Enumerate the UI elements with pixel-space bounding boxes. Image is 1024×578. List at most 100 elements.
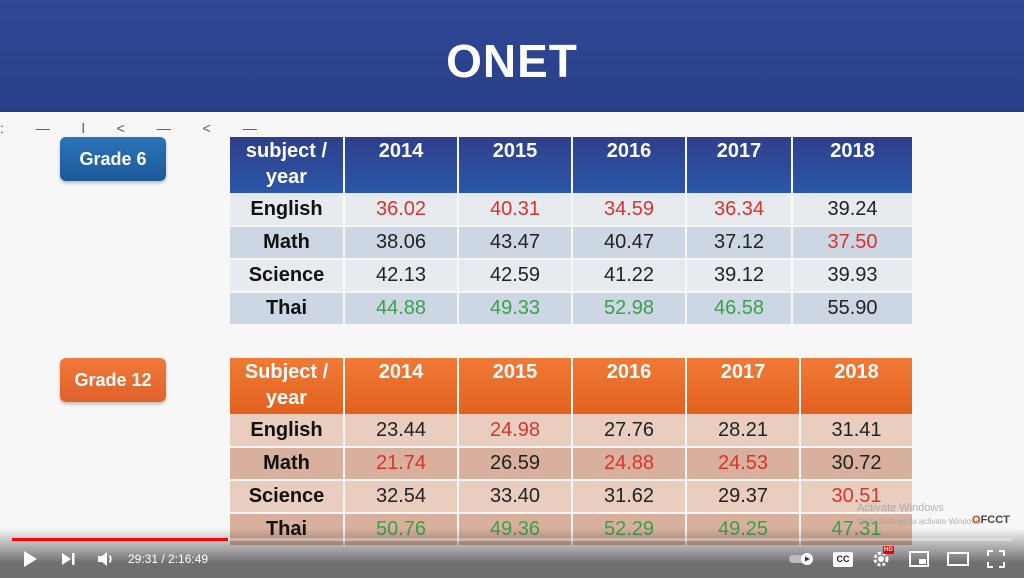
table-row: Math 38.06 43.47 40.47 37.12 37.50: [230, 226, 912, 260]
score-cell: 26.59: [458, 447, 573, 481]
score-cell: 52.98: [572, 292, 687, 326]
score-cell: 30.72: [800, 447, 912, 481]
score-cell: 29.37: [686, 480, 801, 514]
subject-cell: Math: [230, 447, 345, 481]
header-year: 2017: [686, 358, 801, 414]
next-icon: [62, 553, 75, 565]
score-cell: 24.88: [572, 447, 687, 481]
autoplay-toggle-icon: [789, 553, 813, 565]
progress-played: [12, 538, 228, 541]
header-year: 2015: [458, 358, 573, 414]
miniplayer-button[interactable]: [908, 548, 930, 570]
score-cell: 42.13: [344, 259, 459, 293]
captions-icon: CC: [833, 551, 853, 567]
score-cell: 39.12: [686, 259, 793, 293]
grade-12-badge: Grade 12: [60, 358, 166, 402]
subject-cell: Science: [230, 259, 345, 293]
score-cell: 37.12: [686, 226, 793, 260]
table-row: Thai 44.88 49.33 52.98 46.58 55.90: [230, 292, 912, 326]
subject-cell: English: [230, 193, 345, 227]
header-subject-year: subject / year: [230, 137, 345, 193]
watermark-line-1: Activate Windows: [857, 502, 944, 514]
autoplay-toggle[interactable]: [788, 548, 816, 570]
score-cell: 41.22: [572, 259, 687, 293]
score-cell: 30.51: [800, 480, 912, 514]
header-year: 2016: [572, 358, 687, 414]
score-cell: 43.47: [458, 226, 573, 260]
logo-mark: O: [972, 514, 981, 526]
score-cell: 33.40: [458, 480, 573, 514]
score-cell: 36.02: [344, 193, 459, 227]
player-controls-bar: [0, 528, 1024, 578]
activation-watermark: Activate Windows Go to Settings to activ…: [857, 502, 983, 528]
theater-mode-button[interactable]: [946, 548, 970, 570]
play-icon: [24, 551, 37, 567]
time-separator: /: [158, 552, 169, 566]
header-year: 2015: [458, 137, 573, 193]
header-subject-year: Subject / year: [230, 358, 345, 414]
header-year: 2016: [572, 137, 687, 193]
score-cell: 31.62: [572, 480, 687, 514]
subject-cell: Science: [230, 480, 345, 514]
table-row: Math 21.74 26.59 24.88 24.53 30.72: [230, 447, 912, 481]
table-row: Science 32.54 33.40 31.62 29.37 30.51: [230, 480, 912, 514]
miniplayer-icon: [909, 551, 929, 567]
table-row: English 36.02 40.31 34.59 36.34 39.24: [230, 193, 912, 227]
table-row: English 23.44 24.98 27.76 28.21 31.41: [230, 414, 912, 448]
subject-cell: Thai: [230, 292, 345, 326]
score-cell: 24.53: [686, 447, 801, 481]
score-cell: 40.31: [458, 193, 573, 227]
volume-button[interactable]: [94, 548, 118, 570]
header-year: 2018: [830, 140, 875, 162]
score-cell: 27.76: [572, 414, 687, 448]
table-header-row: Subject / year 2014 2015 2016 2017 2018: [230, 358, 912, 414]
theater-icon: [947, 552, 969, 566]
time-total: 2:16:49: [168, 552, 209, 566]
time-current: 29:31: [128, 552, 159, 566]
captions-button[interactable]: CC: [832, 548, 854, 570]
subject-cell: English: [230, 414, 345, 448]
fullscreen-button[interactable]: [984, 548, 1008, 570]
score-cell: 40.47: [572, 226, 687, 260]
score-cell: 23.44: [344, 414, 459, 448]
logo-text: FCCT: [980, 514, 1010, 526]
settings-icon: [873, 551, 889, 567]
score-cell: 31.41: [800, 414, 912, 448]
volume-icon: [98, 552, 112, 566]
settings-button[interactable]: HD: [870, 546, 894, 570]
score-cell: 32.54: [344, 480, 459, 514]
score-cell: 28.21: [686, 414, 801, 448]
progress-bar[interactable]: [12, 538, 1012, 541]
grade-6-score-table: subject / year 2014 2015 2016 2017 2018 Engli…: [230, 137, 912, 326]
table-row: Science 42.13 42.59 41.22 39.12 39.93: [230, 259, 912, 293]
score-cell: 34.59: [572, 193, 687, 227]
score-cell: 55.90: [792, 292, 912, 326]
header-year: 2017: [686, 137, 793, 193]
score-cell: 44.88: [344, 292, 459, 326]
score-cell: 42.59: [458, 259, 573, 293]
header-year: 2014: [344, 137, 459, 193]
score-cell: 46.58: [686, 292, 793, 326]
score-cell: 49.33: [458, 292, 573, 326]
slide-banner: ONET: [0, 0, 1024, 112]
header-year: 2014: [344, 358, 459, 414]
grade-12-score-table: Subject / year 2014 2015 2016 2017 2018 Engli…: [230, 358, 912, 547]
score-cell: 37.50: [792, 226, 912, 260]
next-button[interactable]: [56, 548, 80, 570]
slide-decoration: : — l < — < —: [0, 120, 271, 136]
watermark-line-2: Go to Settings to activate Windows.: [857, 517, 984, 526]
slide-title: ONET: [446, 35, 578, 87]
score-cell: 39.93: [792, 259, 912, 293]
score-cell: 36.34: [686, 193, 793, 227]
header-year: 2018: [834, 361, 879, 383]
subject-cell: Math: [230, 226, 345, 260]
score-cell: 39.24: [792, 193, 912, 227]
time-display: 29:31 / 2:16:49: [128, 552, 208, 566]
grade-6-badge: Grade 6: [60, 137, 166, 181]
table-header-row: subject / year 2014 2015 2016 2017 2018: [230, 137, 912, 193]
play-button[interactable]: [18, 548, 42, 570]
score-cell: 24.98: [458, 414, 573, 448]
score-cell: 38.06: [344, 226, 459, 260]
channel-logo: OFCCT: [972, 514, 1010, 526]
